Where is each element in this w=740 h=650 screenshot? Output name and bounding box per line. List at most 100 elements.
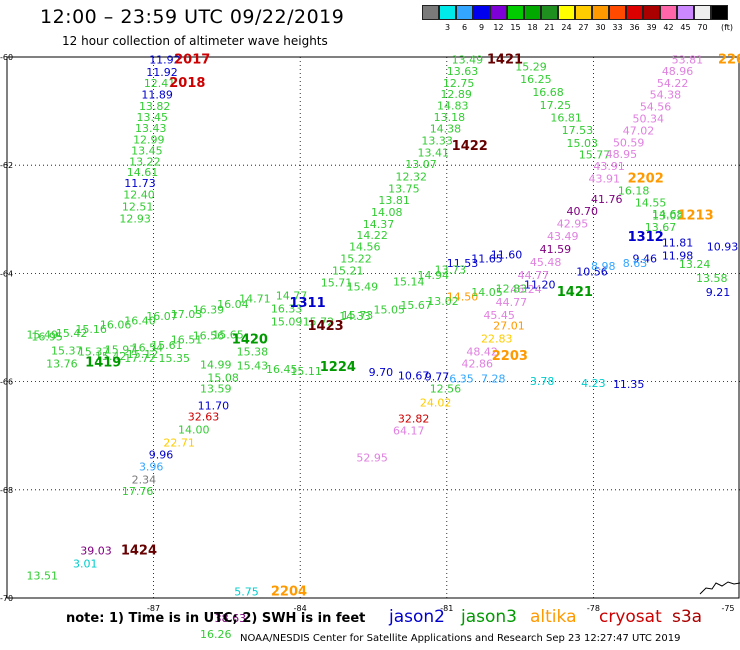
colorbar-tick-label: 12 [493,23,504,32]
wave-height-value: 17.53 [562,124,594,137]
wave-height-value: 6.35 [449,373,474,386]
wave-height-value: 16.68 [532,86,564,99]
colorbar-swatch [626,5,643,20]
lat-tick-label: -68 [0,486,13,495]
wave-height-value: 3.01 [73,558,98,571]
wave-height-value: 3.96 [139,460,164,473]
wave-height-value: 45.48 [530,256,562,269]
pass-time-label: 1224 [320,360,356,375]
wave-height-value: 10.56 [576,266,608,279]
pass-time-label: 1424 [121,544,157,559]
wave-height-value: 12.99 [133,134,165,147]
wave-height-value: 4.23 [581,377,606,390]
colorbar-tick-label: 30 [595,23,606,32]
colorbar-swatch [711,5,728,20]
colorbar-swatch [609,5,626,20]
wave-height-value: 11.53 [447,257,479,270]
wave-height-value: 48.96 [662,65,694,78]
colorbar-tick-label: 9 [478,23,485,32]
wave-height-value: 13.82 [139,100,171,113]
wave-height-value: 11.35 [613,378,645,391]
colorbar-tick-label: 21 [544,23,555,32]
pass-time-label: 1312 [628,230,664,245]
wave-height-value: 13.41 [417,147,449,160]
wave-height-value: 15.37 [51,345,82,358]
pass-time-label: 2202 [628,172,664,187]
wave-height-value: 13.02 [427,295,459,308]
wave-height-value: 11.70 [198,400,230,413]
satellite-legend-s3a: s3a [672,607,703,627]
wave-height-value: 16.45 [266,363,298,376]
wave-height-value: 16.33 [271,302,303,315]
wave-height-value: 42.86 [461,358,493,371]
wave-height-value: 15.09 [271,315,303,328]
wave-height-value: 17.03 [171,308,203,321]
colorbar-swatch [541,5,558,20]
wave-height-value: 14.08 [371,206,403,219]
wave-height-value: 15.14 [393,275,425,288]
wave-height-value: 13.43 [135,122,167,135]
wave-height-value: 13.02 [652,209,684,222]
pass-time-label: 2018 [169,76,205,91]
wave-height-value: 8.63 [623,257,648,270]
wave-height-value: 32.63 [188,411,220,424]
wave-height-value: 16.25 [520,73,552,86]
wave-height-value: 8.98 [591,260,616,273]
wave-height-value: 12.75 [443,77,475,90]
satellite-legend-jason2: jason2 [389,607,445,627]
pass-time-label: 1420 [232,333,268,348]
wave-height-value: 13.75 [388,182,420,195]
lat-tick-label: -62 [0,161,13,170]
pass-time-label: 1422 [452,139,488,154]
wave-height-value: 15.67 [400,299,432,312]
pass-time-label: 1213 [677,208,713,223]
map-subtitle: 12 hour collection of altimeter wave hei… [62,34,328,48]
colorbar-swatch [456,5,473,20]
wave-height-value: 54.22 [657,77,689,90]
wave-height-value: 2.34 [132,473,157,486]
wave-height-value: 13.24 [679,258,711,271]
pass-time-label: 1423 [308,319,344,334]
wave-height-value: 54.38 [650,89,682,102]
lon-tick-label: -87 [147,604,160,613]
wave-height-value: 16.81 [550,111,582,124]
pass-time-label: 220 [718,52,740,67]
wave-height-value: 15.35 [158,352,190,365]
wave-height-value: 14.22 [356,229,388,242]
wave-height-value: 15.22 [340,253,372,266]
wave-height-value: 14.56 [349,241,381,254]
colorbar-tick-label: 36 [629,23,640,32]
wave-height-value: 11.65 [471,253,503,266]
pass-time-label: 1421 [557,285,593,300]
wave-height-value: 15.65 [212,328,244,341]
colorbar-tick-label: 24 [561,23,572,32]
wave-height-value: 15.12 [127,348,158,361]
lon-tick-label: -81 [440,604,453,613]
wave-height-value: 15.72 [303,315,335,328]
wave-height-value: 50.34 [632,112,664,125]
pass-time-label: 1419 [85,355,121,370]
wave-height-value: 15.05 [374,303,406,316]
wave-height-value: 39.03 [80,545,112,558]
colorbar-swatch [439,5,456,20]
wave-height-value: 11.73 [124,177,156,190]
lon-tick-label: -78 [587,604,600,613]
colorbar-tick-label: 42 [663,23,674,32]
wave-height-value: 12.83 [496,282,527,295]
colorbar-swatch [490,5,507,20]
colorbar-tick-label: 6 [461,23,468,32]
colorbar-tick-label: 33 [612,23,623,32]
lat-tick-label: -64 [0,269,13,278]
satellite-legend-altika: altika [530,607,577,627]
wave-height-value: 9.77 [425,371,450,384]
wave-height-value: 52.95 [356,452,388,465]
colorbar-tick-label: 45 [680,23,691,32]
wave-height-value: 14.71 [239,293,271,306]
wave-height-value: 43.91 [593,160,625,173]
wave-height-value: 11.98 [662,249,694,262]
wave-height-value: 15.77 [579,149,611,162]
wave-height-value: 14.05 [471,286,503,299]
wave-height-value: 17.72 [124,352,156,365]
wave-height-value: 16.04 [217,298,249,311]
